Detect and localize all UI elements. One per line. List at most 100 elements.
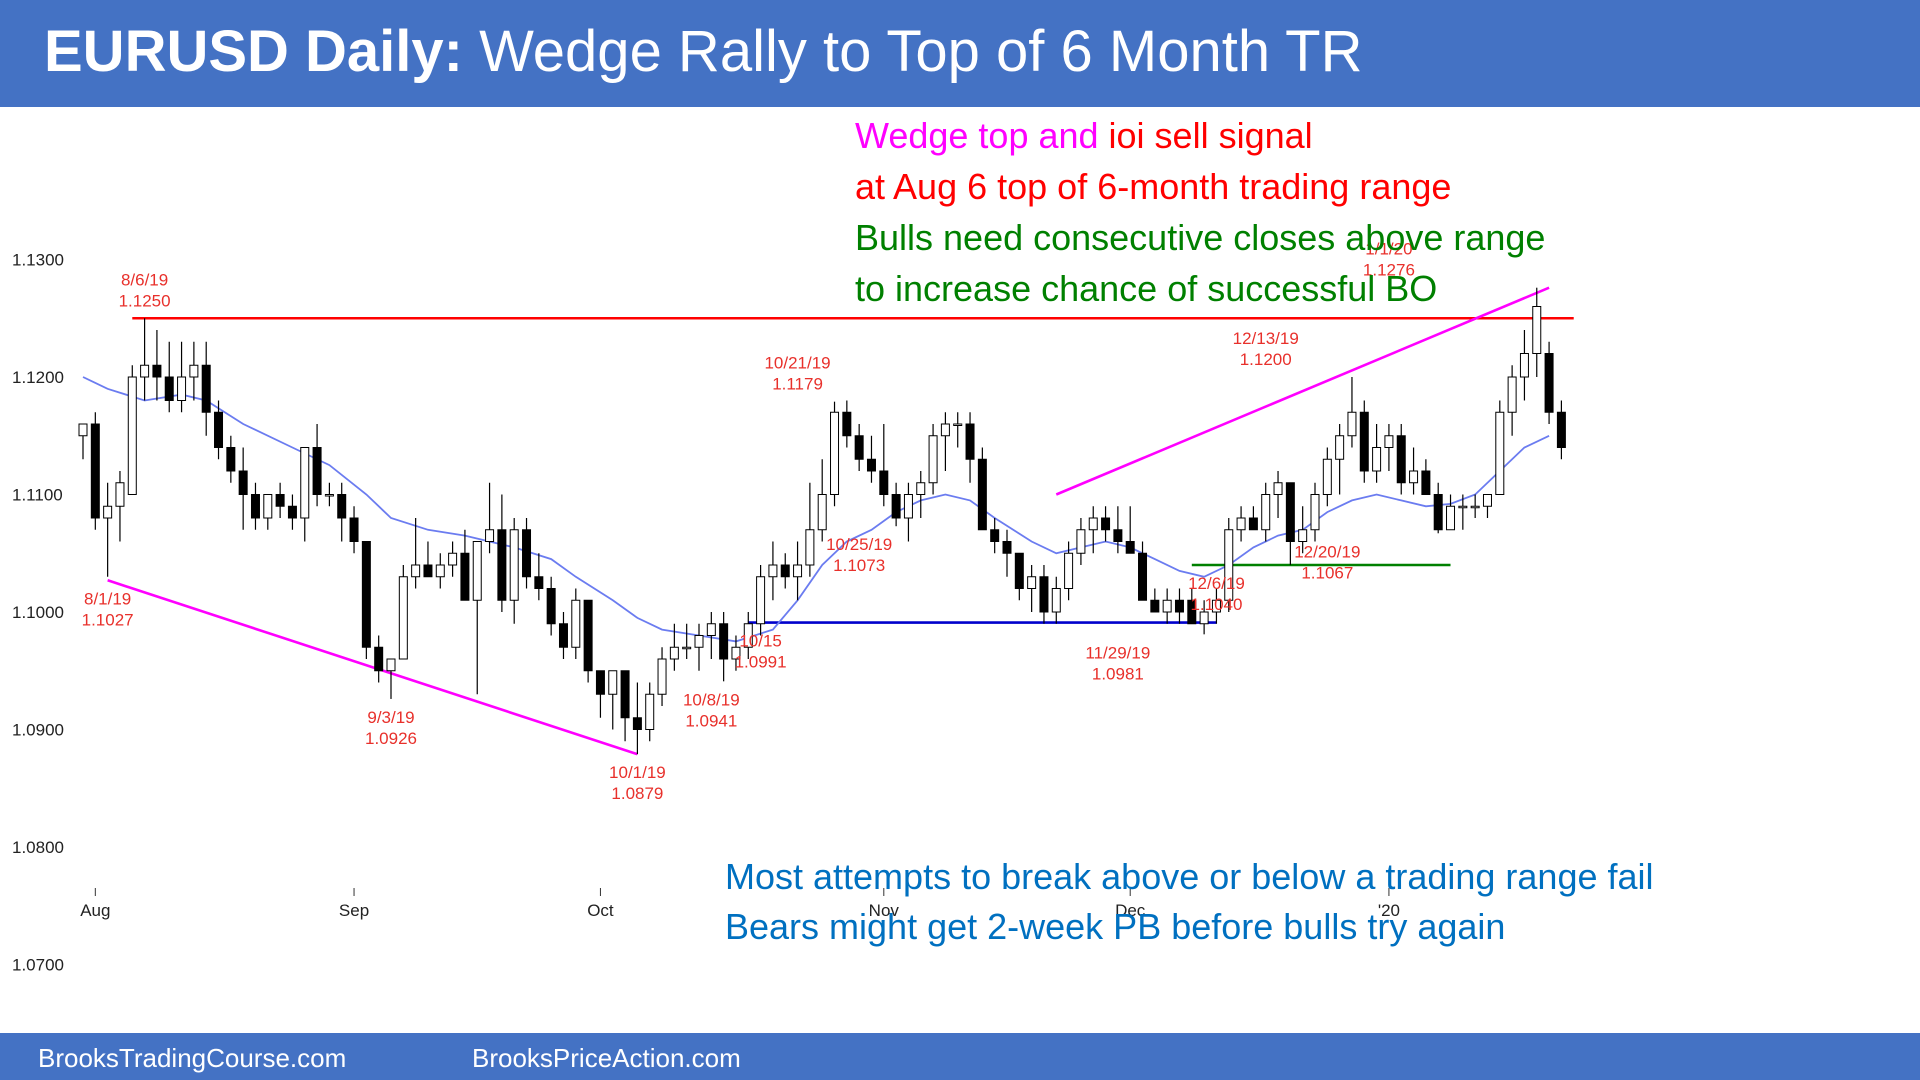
swing-date-label: 11/29/19 (1085, 643, 1150, 662)
candle-bull (1027, 576, 1037, 589)
page-title: EURUSD Daily: Wedge Rally to Top of 6 Mo… (44, 18, 1362, 85)
candle-bull (608, 670, 618, 695)
candle-bear (534, 576, 544, 589)
note-wedge-top-magenta: Wedge top and (855, 115, 1109, 156)
y-tick-label: 1.0800 (12, 838, 64, 857)
y-tick-label: 1.1300 (12, 251, 64, 270)
note-aug6-top: at Aug 6 top of 6-month trading range (855, 166, 1452, 207)
candle-bear (337, 494, 347, 519)
swing-date-label: 10/8/19 (683, 690, 740, 709)
candle-bull (1211, 599, 1221, 613)
candle-bull (324, 494, 334, 497)
candle-bull (398, 576, 408, 660)
y-tick-label: 1.1200 (12, 368, 64, 387)
footer-banner: BrooksTradingCourse.com BrooksPriceActio… (0, 1033, 1920, 1080)
candle-bull (127, 376, 137, 495)
candle-bear (1433, 494, 1443, 531)
candle-bull (1347, 411, 1357, 437)
candle-bull (1532, 306, 1542, 354)
candle-bear (250, 494, 260, 519)
candle-bull (1064, 552, 1074, 589)
candle-bear (423, 564, 433, 578)
candle-bull (682, 646, 692, 650)
swing-price-label: 1.1040 (1190, 595, 1242, 614)
swing-date-label: 12/13/19 (1233, 329, 1299, 348)
candle-bull (657, 658, 667, 695)
candle-bear (238, 470, 248, 495)
candle-bear (1039, 576, 1049, 613)
candle-bear (1174, 599, 1184, 613)
candle-bull (756, 576, 766, 625)
candle-bull (448, 552, 458, 566)
candle-bull (1409, 470, 1419, 484)
lower-wedge-line (107, 579, 638, 756)
candle-bear (1421, 470, 1431, 495)
swing-date-label: 8/6/19 (121, 270, 168, 289)
title-description: Wedge Rally to Top of 6 Month TR (462, 19, 1363, 84)
candle-bear (1285, 482, 1295, 542)
swing-date-label: 1/1/20 (1365, 240, 1412, 259)
swing-date-label: 10/1/19 (609, 763, 666, 782)
candlestick-chart: 1.0700 1.0800 1.0900 1.1000 1.1100 1.1200 1.13… (12, 240, 1574, 975)
x-tick-label: Sep (339, 901, 369, 920)
candle-bear (460, 552, 470, 601)
candle-bull (435, 564, 445, 578)
title-banner: EURUSD Daily: Wedge Rally to Top of 6 Mo… (0, 0, 1920, 107)
candle-bear (152, 364, 162, 378)
candle-bull (916, 482, 926, 495)
candle-bull (411, 564, 421, 578)
candle-bull (743, 623, 753, 648)
candle-bear (1125, 541, 1135, 554)
candle-bull (1199, 611, 1209, 625)
candle-bull (1310, 494, 1320, 531)
candle-bear (1113, 529, 1123, 542)
note-successful-bo: to increase chance of successful BO (855, 268, 1438, 309)
swing-date-label: 8/1/19 (84, 589, 131, 608)
candle-bear (879, 470, 889, 495)
swing-date-label: 12/6/19 (1188, 574, 1245, 593)
candle-bear (1396, 435, 1406, 484)
candle-bear (891, 494, 901, 519)
swing-price-label: 1.0926 (365, 729, 417, 748)
candle-bull (485, 529, 495, 542)
candle-bull (103, 505, 113, 519)
candle-bear (1138, 552, 1148, 601)
candle-bear (977, 458, 987, 531)
footer-link-brookspriceaction[interactable]: BrooksPriceAction.com (472, 1043, 741, 1073)
candle-bear (1150, 599, 1160, 613)
candle-bull (1162, 599, 1172, 613)
footer-link-brookstradingcourse[interactable]: BrooksTradingCourse.com (38, 1043, 347, 1073)
swing-date-label: 9/3/19 (367, 708, 414, 727)
candle-bear (1101, 517, 1111, 531)
swing-date-label: 12/20/19 (1294, 542, 1360, 561)
x-tick-label: '20 (1378, 901, 1400, 920)
candle-bear (866, 458, 876, 472)
candle-bull (1372, 447, 1382, 472)
note-bears-pb: Bears might get 2-week PB before bulls t… (725, 906, 1506, 947)
swing-price-label: 1.0941 (685, 711, 737, 730)
candle-bear (374, 646, 384, 672)
candle-bear (719, 623, 729, 660)
candle-bull (1482, 494, 1492, 507)
candle-bull (1384, 435, 1394, 448)
candle-bear (1556, 411, 1566, 448)
candle-bull (903, 494, 913, 519)
candle-bull (669, 646, 679, 660)
swing-price-label: 1.1073 (833, 556, 885, 575)
candle-bull (805, 529, 815, 566)
note-bulls-need: Bulls need consecutive closes above rang… (855, 217, 1546, 258)
candle-bull (300, 447, 310, 519)
candle-bear (90, 423, 100, 519)
x-tick-label: Dec (1115, 901, 1146, 920)
candle-bull (1322, 458, 1332, 495)
candle-bull (189, 364, 199, 378)
candle-bull (263, 494, 273, 519)
candle-bear (1359, 411, 1369, 472)
candle-bear (632, 717, 642, 730)
candle-bear (287, 505, 297, 519)
candle-bull (1224, 529, 1234, 601)
swing-price-label: 1.1200 (1240, 350, 1292, 369)
candle-bull (78, 423, 88, 437)
x-tick-label: Aug (80, 901, 110, 920)
swing-price-label: 1.0991 (735, 653, 787, 672)
